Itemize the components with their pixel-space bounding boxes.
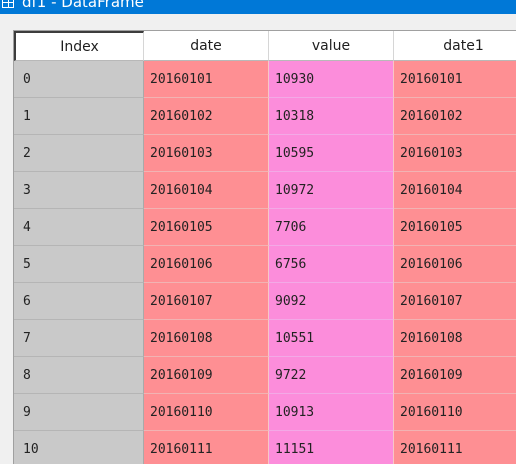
date-cell[interactable]: 20160104 bbox=[144, 172, 269, 209]
date1-cell[interactable]: 20160103 bbox=[394, 135, 516, 172]
value-cell[interactable]: 9092 bbox=[269, 283, 394, 320]
date-cell[interactable]: 20160107 bbox=[144, 283, 269, 320]
row-index-cell[interactable]: 6 bbox=[14, 283, 144, 320]
row-index-cell[interactable]: 8 bbox=[14, 357, 144, 394]
table-row[interactable]: 8 20160109 9722 20160109 bbox=[14, 357, 516, 394]
column-header-row: Index date value date1 bbox=[14, 31, 516, 61]
date1-cell[interactable]: 20160105 bbox=[394, 209, 516, 246]
row-index-cell[interactable]: 4 bbox=[14, 209, 144, 246]
table-row[interactable]: 10 20160111 11151 20160111 bbox=[14, 431, 516, 464]
value-cell[interactable]: 10318 bbox=[269, 98, 394, 135]
date-cell[interactable]: 20160111 bbox=[144, 431, 269, 464]
table-body: 0 20160101 10930 20160101 1 20160102 10318 2016… bbox=[14, 61, 516, 464]
column-header-date[interactable]: date bbox=[144, 31, 269, 61]
row-index-cell[interactable]: 3 bbox=[14, 172, 144, 209]
value-cell[interactable]: 10913 bbox=[269, 394, 394, 431]
row-index-cell[interactable]: 1 bbox=[14, 98, 144, 135]
date1-cell[interactable]: 20160102 bbox=[394, 98, 516, 135]
row-index-cell[interactable]: 2 bbox=[14, 135, 144, 172]
date-cell[interactable]: 20160110 bbox=[144, 394, 269, 431]
table-row[interactable]: 9 20160110 10913 20160110 bbox=[14, 394, 516, 431]
date1-cell[interactable]: 20160111 bbox=[394, 431, 516, 464]
row-index-cell[interactable]: 10 bbox=[14, 431, 144, 464]
table-row[interactable]: 2 20160103 10595 20160103 bbox=[14, 135, 516, 172]
date-cell[interactable]: 20160105 bbox=[144, 209, 269, 246]
date1-cell[interactable]: 20160109 bbox=[394, 357, 516, 394]
date1-cell[interactable]: 20160106 bbox=[394, 246, 516, 283]
date-cell[interactable]: 20160108 bbox=[144, 320, 269, 357]
column-header-value[interactable]: value bbox=[269, 31, 394, 61]
date1-cell[interactable]: 20160110 bbox=[394, 394, 516, 431]
table-row[interactable]: 3 20160104 10972 20160104 bbox=[14, 172, 516, 209]
value-cell[interactable]: 6756 bbox=[269, 246, 394, 283]
value-cell[interactable]: 10930 bbox=[269, 61, 394, 98]
table-icon bbox=[2, 0, 14, 8]
row-index-cell[interactable]: 0 bbox=[14, 61, 144, 98]
date-cell[interactable]: 20160106 bbox=[144, 246, 269, 283]
date1-cell[interactable]: 20160108 bbox=[394, 320, 516, 357]
row-index-cell[interactable]: 9 bbox=[14, 394, 144, 431]
table-row[interactable]: 7 20160108 10551 20160108 bbox=[14, 320, 516, 357]
table-row[interactable]: 4 20160105 7706 20160105 bbox=[14, 209, 516, 246]
date-cell[interactable]: 20160101 bbox=[144, 61, 269, 98]
title-bar: df1 - DataFrame bbox=[0, 0, 516, 14]
value-cell[interactable]: 10551 bbox=[269, 320, 394, 357]
date1-cell[interactable]: 20160107 bbox=[394, 283, 516, 320]
row-index-cell[interactable]: 7 bbox=[14, 320, 144, 357]
table-row[interactable]: 5 20160106 6756 20160106 bbox=[14, 246, 516, 283]
row-index-cell[interactable]: 5 bbox=[14, 246, 144, 283]
table-row[interactable]: 1 20160102 10318 20160102 bbox=[14, 98, 516, 135]
date-cell[interactable]: 20160109 bbox=[144, 357, 269, 394]
value-cell[interactable]: 9722 bbox=[269, 357, 394, 394]
value-cell[interactable]: 10595 bbox=[269, 135, 394, 172]
dataframe-grid[interactable]: Index date value date1 0 20160101 10930 201… bbox=[13, 30, 516, 464]
date-cell[interactable]: 20160103 bbox=[144, 135, 269, 172]
value-cell[interactable]: 7706 bbox=[269, 209, 394, 246]
date1-cell[interactable]: 20160104 bbox=[394, 172, 516, 209]
value-cell[interactable]: 10972 bbox=[269, 172, 394, 209]
value-cell[interactable]: 11151 bbox=[269, 431, 394, 464]
column-header-index[interactable]: Index bbox=[14, 31, 144, 61]
table-row[interactable]: 0 20160101 10930 20160101 bbox=[14, 61, 516, 98]
date1-cell[interactable]: 20160101 bbox=[394, 61, 516, 98]
column-header-date1[interactable]: date1 bbox=[394, 31, 516, 61]
table-row[interactable]: 6 20160107 9092 20160107 bbox=[14, 283, 516, 320]
window-title: df1 - DataFrame bbox=[22, 0, 144, 11]
date-cell[interactable]: 20160102 bbox=[144, 98, 269, 135]
